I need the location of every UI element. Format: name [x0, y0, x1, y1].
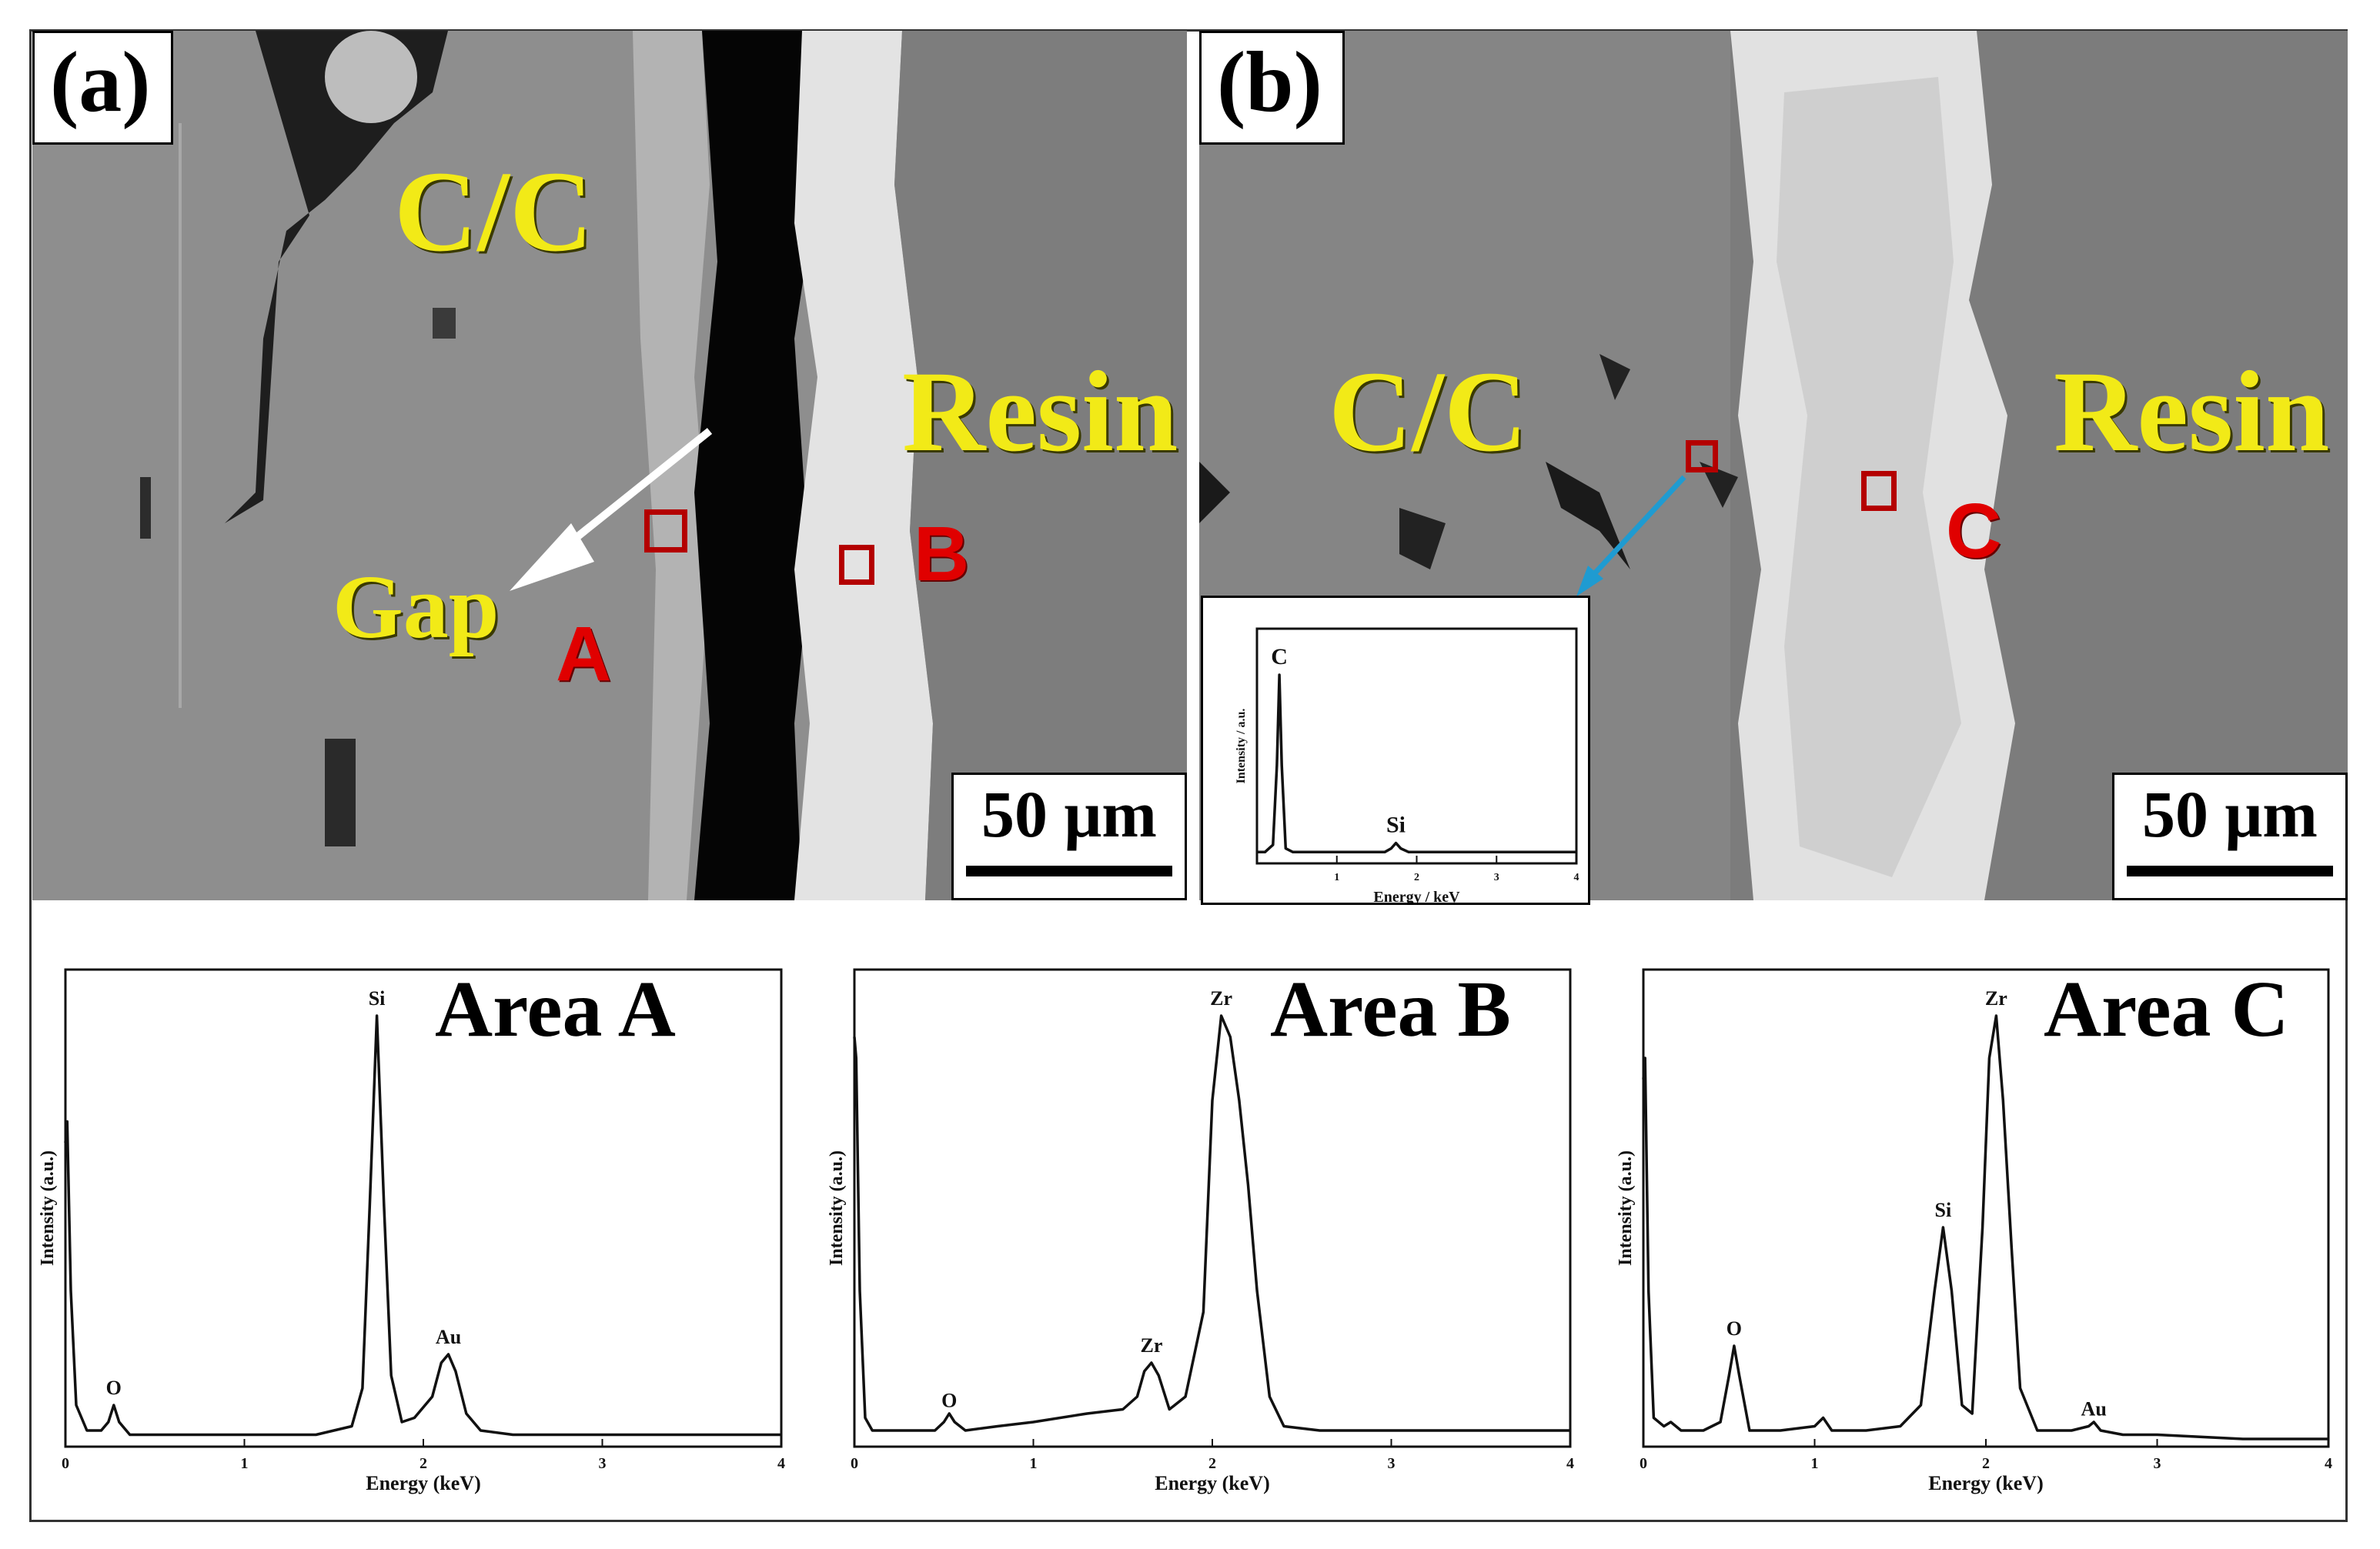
x-tick-label: 3 — [599, 1455, 607, 1472]
spectrum-area-b: 0 1 2 3 4 Energy (keV) Intensity (a.u.) O Zr Zr A… — [820, 908, 1589, 1508]
x-tick-label: 1 — [1334, 872, 1339, 883]
peak-label: Au — [436, 1326, 461, 1348]
inset-source-box — [1686, 440, 1718, 472]
y-axis-label: Intensity (a.u.) — [1616, 1150, 1636, 1266]
panel-a-tag: (a) — [32, 31, 173, 145]
spectrum-line — [1642, 1014, 2328, 1441]
spectrum-line — [853, 1014, 1570, 1432]
peak-label: C — [1271, 644, 1288, 669]
x-tick-label: 3 — [1388, 1455, 1396, 1472]
scale-bar-b: 50 μm — [2112, 773, 2348, 900]
x-tick-label: 2 — [1982, 1455, 1990, 1472]
x-tick-label: 4 — [1566, 1455, 1574, 1472]
resin-label-a: Resin — [902, 348, 1178, 476]
gap-label: Gap — [333, 556, 500, 657]
sem-panel-a: (a) C/C Resin Gap A B 50 μm — [32, 31, 1187, 900]
x-axis-label: Energy (keV) — [1155, 1472, 1269, 1494]
peak-label: O — [1727, 1317, 1742, 1340]
resin-label-b: Resin — [2054, 348, 2330, 476]
area-c-box — [1861, 471, 1897, 511]
x-tick-label: 0 — [851, 1455, 858, 1472]
peak-label: Zr — [1985, 987, 2007, 1010]
sem-panel-b: (b) C/C Resin C 50 μm — [1199, 31, 2348, 900]
cc-label-a: C/C — [394, 148, 593, 275]
scale-bar-a-line — [966, 866, 1172, 876]
area-a-box — [644, 509, 687, 552]
spectrum-area-c: 0 1 2 3 4 Energy (keV) Intensity (a.u.) O Si Zr Au… — [1609, 908, 2348, 1508]
chart-title-area-a: Area A — [435, 965, 676, 1053]
x-tick-label: 2 — [420, 1455, 427, 1472]
area-b-label: B — [914, 511, 970, 597]
plot-frame — [1255, 627, 1578, 865]
scale-bar-b-text: 50 μm — [2142, 777, 2318, 851]
scale-bar-a-text: 50 μm — [981, 777, 1157, 851]
y-axis-label: Intensity (a.u.) — [827, 1150, 847, 1266]
peak-label: Si — [1935, 1199, 1952, 1221]
x-axis-label: Energy (keV) — [366, 1472, 480, 1494]
peak-label: Zr — [1210, 987, 1232, 1010]
x-tick-label: 3 — [2154, 1455, 2161, 1472]
peak-label: Zr — [1141, 1334, 1163, 1357]
chart-title-area-c: Area C — [2044, 965, 2289, 1053]
scale-bar-b-line — [2127, 866, 2333, 876]
y-axis-label: Intensity / a.u. — [1235, 709, 1248, 784]
x-axis-label: Energy / keV — [1373, 889, 1460, 903]
inset-spectrum: 1 2 3 4 Energy / keV Intensity / a.u. C Si — [1201, 596, 1590, 906]
x-axis-label: Energy (keV) — [1928, 1472, 2043, 1494]
spectrum-line — [1257, 673, 1576, 854]
x-tick-label: 2 — [1208, 1455, 1216, 1472]
peak-label: Si — [369, 987, 386, 1010]
chart-area-b: 0 1 2 3 4 Energy (keV) Intensity (a.u.) O Zr Zr — [827, 968, 1574, 1494]
x-tick-label: 1 — [241, 1455, 249, 1472]
spectrum-line — [64, 1014, 781, 1437]
chart-title-area-b: Area B — [1270, 965, 1511, 1053]
x-tick-label: 0 — [62, 1455, 69, 1472]
chart-area-a: 0 1 2 3 4 Energy (keV) Intensity (a.u.) O Si Au — [38, 968, 785, 1494]
y-axis-label: Intensity (a.u.) — [38, 1150, 58, 1266]
peak-label: Au — [2081, 1398, 2107, 1420]
x-tick-label: 3 — [1494, 872, 1499, 883]
panel-b-tag: (b) — [1199, 31, 1345, 145]
peak-label: Si — [1386, 813, 1406, 838]
scale-bar-a: 50 μm — [951, 773, 1187, 900]
peak-label: O — [941, 1390, 957, 1412]
chart-area-c: 0 1 2 3 4 Energy (keV) Intensity (a.u.) O Si Zr Au — [1616, 968, 2332, 1494]
x-tick-label: 4 — [1574, 872, 1579, 883]
spectrum-area-a: 0 1 2 3 4 Energy (keV) Intensity (a.u.) O Si Au A… — [31, 908, 801, 1508]
x-tick-label: 0 — [1640, 1455, 1647, 1472]
x-tick-label: 2 — [1414, 872, 1419, 883]
cc-label-b: C/C — [1329, 348, 1528, 476]
area-c-label: C — [1946, 488, 2002, 574]
x-tick-label: 4 — [777, 1455, 785, 1472]
x-tick-label: 1 — [1811, 1455, 1819, 1472]
area-a-label: A — [556, 611, 612, 697]
x-tick-label: 1 — [1030, 1455, 1038, 1472]
peak-label: O — [106, 1377, 122, 1399]
x-tick-label: 4 — [2325, 1455, 2332, 1472]
inset-chart: 1 2 3 4 Energy / keV Intensity / a.u. C Si — [1235, 627, 1579, 906]
sem-image-a — [32, 31, 1187, 900]
area-b-box — [839, 545, 874, 585]
